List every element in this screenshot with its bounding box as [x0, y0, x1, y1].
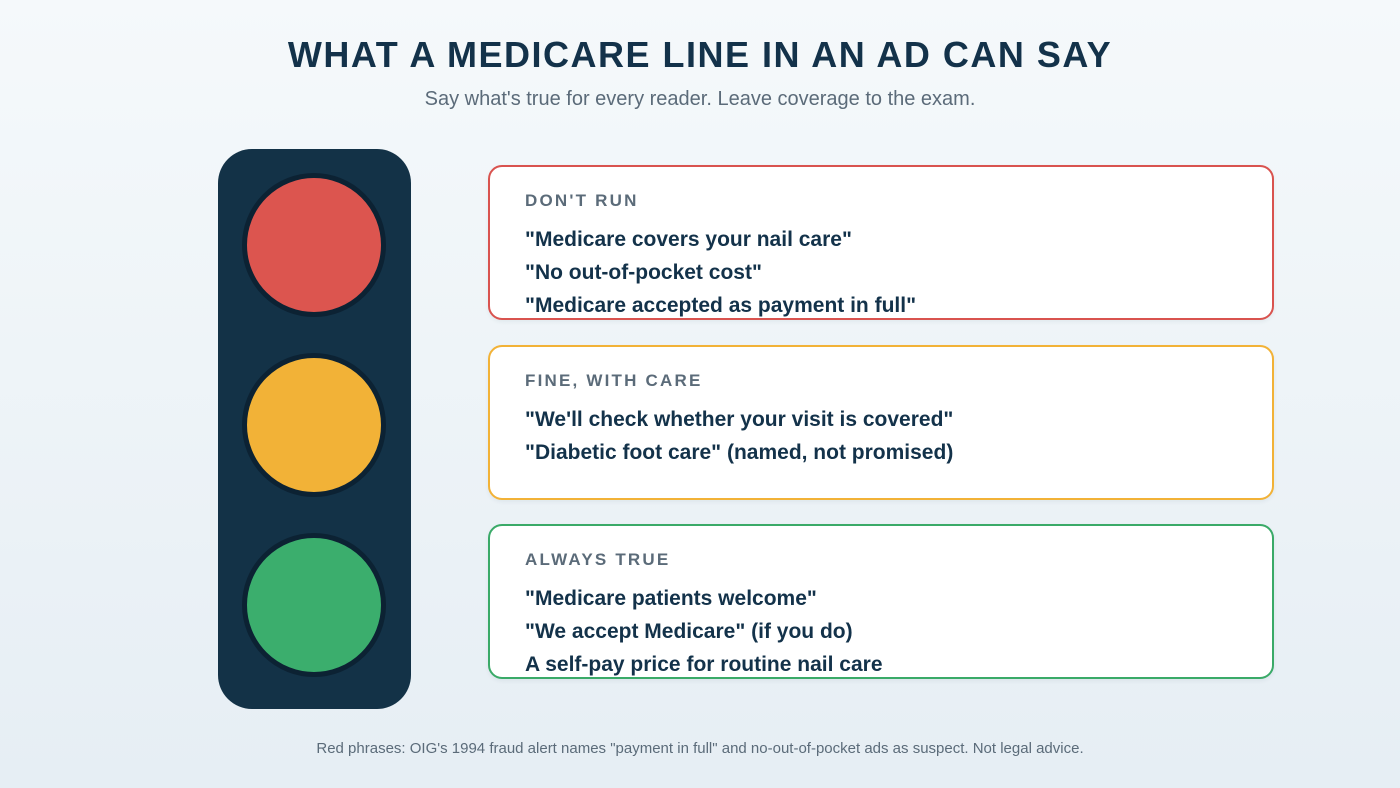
- page-subtitle: Say what's true for every reader. Leave …: [424, 88, 976, 110]
- footnote: Red phrases: OIG's 1994 fraud alert name…: [316, 740, 1084, 757]
- card-label: ALWAYS TRUE: [525, 550, 671, 569]
- phrase: "Diabetic foot care" (named, not promise…: [525, 441, 954, 464]
- phrase: "We'll check whether your visit is cover…: [525, 408, 954, 431]
- phrase-list: "We'll check whether your visit is cover…: [525, 403, 1238, 469]
- red-lamp: [242, 173, 386, 317]
- traffic-light: [218, 149, 411, 709]
- phrase-list: "Medicare patients welcome" "We accept M…: [525, 582, 1238, 681]
- phrase: "Medicare accepted as payment in full": [525, 294, 917, 317]
- phrase: A self-pay price for routine nail care: [525, 653, 883, 676]
- phrase-list: "Medicare covers your nail care" "No out…: [525, 223, 1238, 322]
- phrase: "We accept Medicare" (if you do): [525, 620, 853, 643]
- amber-lamp: [242, 353, 386, 497]
- card-label: FINE, WITH CARE: [525, 371, 703, 390]
- phrase: "No out-of-pocket cost": [525, 261, 762, 284]
- card-always-true: ALWAYS TRUE "Medicare patients welcome" …: [488, 524, 1274, 679]
- card-fine-with-care: FINE, WITH CARE "We'll check whether you…: [488, 345, 1274, 500]
- card-dont-run: DON'T RUN "Medicare covers your nail car…: [488, 165, 1274, 320]
- phrase: "Medicare covers your nail care": [525, 228, 852, 251]
- page-title: WHAT A MEDICARE LINE IN AN AD CAN SAY: [287, 34, 1113, 75]
- green-lamp: [242, 533, 386, 677]
- phrase: "Medicare patients welcome": [525, 587, 817, 610]
- card-label: DON'T RUN: [525, 191, 639, 210]
